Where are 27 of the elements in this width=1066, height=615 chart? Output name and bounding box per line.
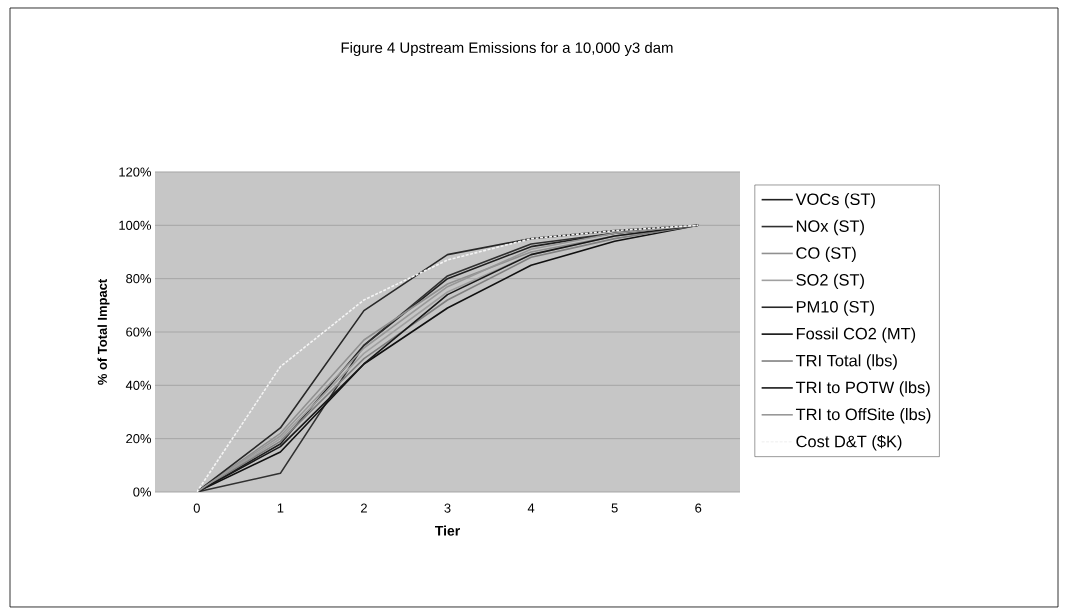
legend-label: TRI to OffSite (lbs) (795, 408, 931, 424)
y-tick-label: 120% (119, 167, 152, 177)
x-tick-label: 3 (444, 503, 451, 513)
legend-label: VOCs (ST) (795, 192, 875, 209)
y-axis-title: % of Total Impact (97, 279, 110, 385)
chart-title: Figure 4 Upstream Emissions for a 10,000 y3 dam (341, 42, 673, 56)
legend-label: PM10 (ST) (796, 300, 875, 316)
y-tick-label: 0% (133, 487, 152, 497)
legend-label: Fossil CO2 (MT) (796, 327, 916, 343)
x-tick-label: 2 (360, 503, 367, 513)
legend-label: CO (ST) (796, 246, 856, 263)
legend-label: NOx (ST) (796, 219, 864, 236)
y-tick-label: 100% (119, 220, 152, 230)
x-tick-label: 6 (695, 503, 702, 513)
y-tick-label: 20% (126, 434, 152, 444)
y-tick-label: 40% (125, 380, 152, 390)
x-tick-label: 5 (611, 503, 618, 513)
legend-label: TRI to POTW (lbs) (795, 381, 930, 397)
x-tick-label: 1 (277, 503, 284, 513)
x-tick-label: 4 (527, 503, 535, 513)
legend-label: TRI Total (lbs) (795, 354, 897, 370)
legend-label: Cost D&T ($K) (796, 434, 902, 451)
x-axis-title: Tier (435, 525, 460, 536)
y-tick-label: 60% (126, 327, 152, 337)
legend-label: SO2 (ST) (796, 273, 864, 289)
y-tick-label: 80% (126, 274, 152, 284)
x-tick-label: 0 (193, 503, 200, 513)
